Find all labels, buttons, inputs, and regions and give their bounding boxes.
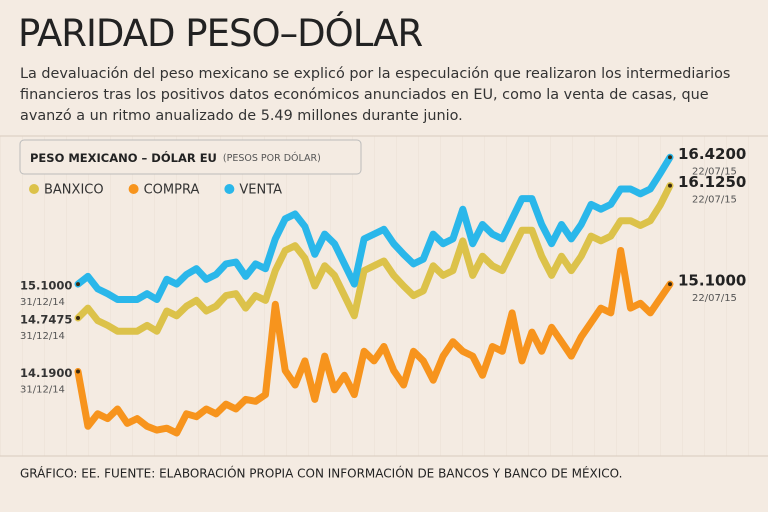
value-label: 16.4200 [678, 145, 746, 163]
end-point [668, 183, 672, 188]
end-point [668, 282, 672, 287]
legend-label: BANXICO [44, 183, 104, 198]
end-point [668, 155, 672, 160]
end-point [76, 369, 80, 374]
series-line [74, 153, 674, 303]
date-label: 31/12/14 [20, 297, 65, 308]
end-point [76, 315, 80, 320]
legend-swatch [128, 184, 139, 194]
value-label: 15.1000 [678, 272, 746, 290]
value-label: 16.1250 [678, 173, 746, 191]
end-point [76, 282, 80, 287]
source: GRÁFICO: EE. FUENTE: ELABORACIÓN PROPIA … [20, 466, 622, 481]
page-title: PARIDAD PESO–DÓLAR [18, 12, 423, 55]
date-label: 22/07/15 [692, 293, 737, 304]
chart-title-box [19, 139, 362, 175]
chart-title-text: PESO MEXICANO – DÓLAR EU [30, 150, 217, 165]
value-label: 14.7475 [20, 312, 72, 326]
date-label: 31/12/14 [20, 331, 65, 342]
legend-label: COMPRA [144, 183, 200, 198]
chart-unit: (PESOS POR DÓLAR) [223, 152, 321, 164]
series-line [74, 247, 674, 437]
value-label: 15.1000 [20, 279, 72, 293]
date-label: 22/07/15 [692, 195, 737, 206]
page-subtitle: La devaluación del peso mexicano se expl… [20, 66, 731, 124]
value-label: 14.1900 [20, 366, 72, 380]
date-label: 22/07/15 [692, 166, 737, 177]
legend-swatch [29, 184, 39, 194]
legend-swatch [224, 184, 235, 194]
legend-label: VENTA [239, 183, 282, 198]
chart-title: PESO MEXICANO – DÓLAR EU (PESOS POR DÓLAR… [30, 150, 321, 165]
date-label: 31/12/14 [20, 385, 65, 396]
series-line [74, 182, 674, 335]
